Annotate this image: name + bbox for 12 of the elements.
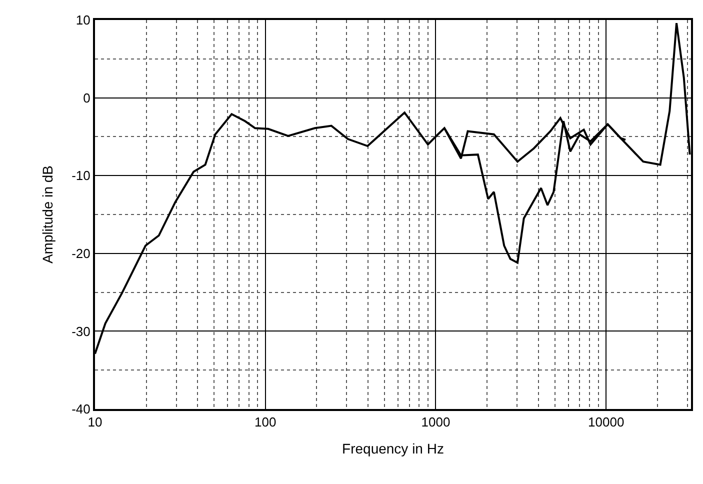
x-tick-label: 1000 [421,414,450,430]
y-axis-title: Amplitude in dB [40,165,56,264]
x-axis-title: Frequency in Hz [342,440,444,456]
y-tick-label: 10 [76,12,90,28]
x-tick-label: 10 [88,414,102,430]
y-tick-label: -30 [72,324,90,339]
y-tick-label: -10 [72,168,90,184]
y-tick-label: 0 [83,90,90,106]
x-tick-label: 100 [254,414,276,430]
y-tick-label: -40 [72,402,90,417]
x-tick-label: 10000 [588,414,624,430]
y-tick-label: -20 [72,246,90,261]
